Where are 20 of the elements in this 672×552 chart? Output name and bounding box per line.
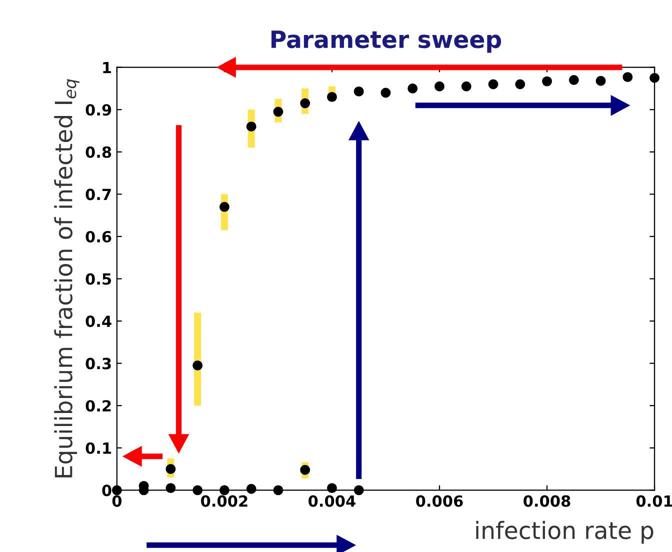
y-tick-label: 0.4 [86,316,112,328]
y-tick-label: 0.8 [86,146,112,158]
x-axis-title: infection rate p [476,520,654,544]
x-tick-label: 0.006 [416,495,463,507]
chart-title: Parameter sweep [272,30,502,53]
y-tick-label: 0.6 [86,230,112,242]
y-tick-label: 0 [102,484,112,496]
x-tick-label: 0 [112,495,122,507]
y-tick-label: 0.1 [86,442,112,454]
x-tick-label: 0.004 [308,495,356,507]
y-tick-label: 0.7 [86,188,111,200]
x-tick-label: 0.002 [201,495,248,507]
y-axis-title: Equilibrium fraction of infected I$_{eq}$ [54,79,80,478]
y-tick-label: 0.5 [86,273,111,285]
y-tick-label: 1 [103,62,112,74]
x-tick-label: 0.01 [636,495,672,507]
y-tick-label: 0.3 [86,358,111,370]
y-tick-label: 0.9 [86,104,112,116]
x-tick-label: 0.008 [524,495,570,507]
y-tick-label: 0.2 [86,400,111,412]
